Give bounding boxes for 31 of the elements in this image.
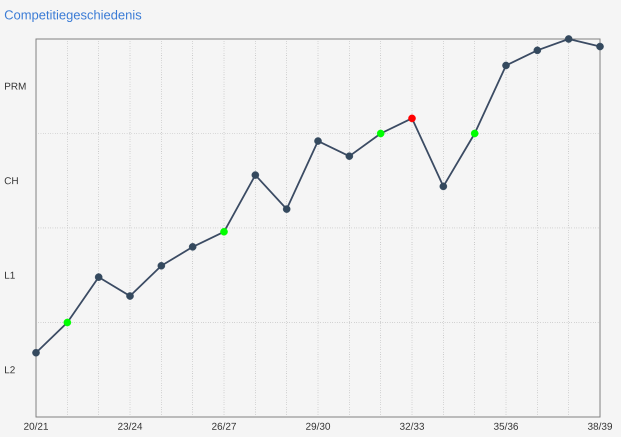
point: [188, 243, 196, 251]
x-tick-label: 29/30: [306, 422, 330, 430]
point: [220, 228, 228, 236]
point: [376, 130, 384, 138]
x-tick-label: 23/24: [118, 422, 142, 430]
point: [470, 130, 478, 138]
x-tick-label: 32/33: [400, 422, 424, 430]
point: [564, 35, 572, 43]
point: [126, 292, 134, 300]
point: [32, 348, 40, 357]
point: [94, 273, 102, 281]
point: [596, 42, 604, 50]
point: [64, 318, 72, 326]
point: [282, 205, 290, 213]
point: [440, 182, 448, 190]
chart-title: Competitiegeschiedenis: [4, 10, 142, 22]
point: [346, 152, 354, 160]
point: [408, 114, 416, 122]
point: [534, 46, 542, 54]
point: [502, 62, 510, 70]
text: L1: [5, 272, 15, 279]
x-tick-label: 20/21: [24, 422, 48, 430]
text: L2: [5, 366, 15, 374]
text: PRM: [5, 82, 26, 90]
x-tick-label: 26/27: [212, 422, 236, 430]
x-tick-label: 38/39: [588, 422, 612, 430]
point: [252, 171, 260, 179]
point: [158, 262, 166, 270]
text: CH: [4, 177, 18, 184]
x-tick-label: 35/36: [494, 422, 518, 430]
point: [314, 137, 322, 145]
